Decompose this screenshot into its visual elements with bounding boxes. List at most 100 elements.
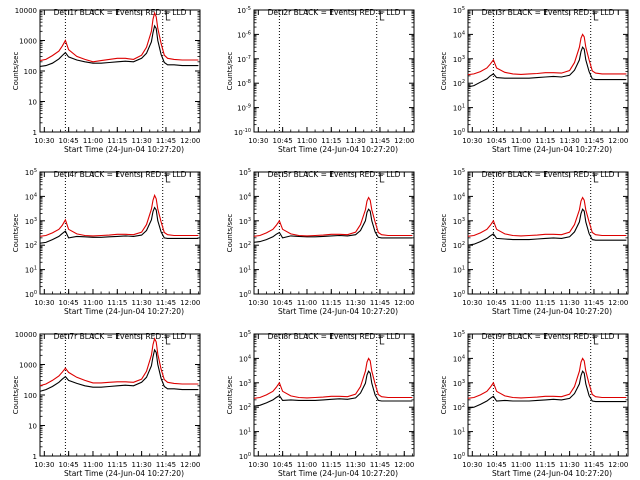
- y-tick-label: 104: [453, 354, 465, 363]
- chart-title: Det 9r BLACK = Events, RED = LLD: [482, 332, 615, 341]
- plot-frame: [467, 9, 629, 133]
- panel-det-9r: Det 9r BLACK = Events, RED = LLD 100 101 10…: [440, 330, 629, 478]
- x-tick-label: 11:15: [321, 137, 341, 145]
- y-tick-label: 100: [239, 290, 251, 299]
- y-tick-label: 1: [33, 129, 37, 137]
- y-tick-label: 105: [453, 330, 465, 339]
- plot-frame: [253, 9, 415, 133]
- x-tick-label: 10:30: [34, 137, 54, 145]
- x-tick-label: 11:30: [346, 461, 366, 469]
- x-tick-label: 10:30: [462, 137, 482, 145]
- x-axis-label: Start Time (24-Jun-04 10:27:20): [64, 307, 184, 316]
- y-tick-label: 101: [25, 266, 37, 275]
- x-tick-label: 10:45: [59, 299, 79, 307]
- y-tick-label: 1000: [19, 38, 37, 46]
- y-tick-label: 100: [453, 128, 465, 137]
- x-tick-label: 12:00: [608, 137, 628, 145]
- x-tick-label: 11:30: [346, 299, 366, 307]
- chart-title: Det 8r BLACK = Events, RED = LLD: [268, 332, 401, 341]
- x-axis-label: Start Time (24-Jun-04 10:27:20): [64, 145, 184, 154]
- x-axis-label: Start Time (24-Jun-04 10:27:20): [278, 145, 398, 154]
- y-tick-label: 103: [453, 379, 465, 388]
- series-line-lld: [40, 193, 199, 237]
- panel-det-4r: Det 4r BLACK = Events, RED = LLD 100 101 10…: [12, 168, 201, 316]
- y-tick-label: 10-9: [237, 104, 251, 113]
- x-tick-label: 10:45: [487, 299, 507, 307]
- bracket-marker: [593, 173, 599, 183]
- y-axis-label: Counts/sec: [12, 376, 20, 415]
- y-tick-label: 1: [33, 453, 37, 461]
- x-tick-label: 11:45: [370, 299, 390, 307]
- plot-frame: [467, 333, 629, 457]
- chart-title: Det 1r BLACK = Events, RED = LLD: [54, 8, 187, 17]
- x-tick-label: 11:15: [321, 299, 341, 307]
- y-tick-label: 10000: [15, 7, 37, 15]
- y-axis-label: Counts/sec: [440, 214, 448, 253]
- x-tick-label: 11:30: [346, 137, 366, 145]
- x-tick-label: 12:00: [394, 461, 414, 469]
- x-tick-label: 11:30: [132, 137, 152, 145]
- x-tick-label: 10:45: [273, 461, 293, 469]
- series-line-events: [254, 370, 413, 407]
- bracket-marker: [379, 11, 385, 21]
- x-tick-label: 11:00: [297, 299, 317, 307]
- series-line-lld: [40, 337, 199, 387]
- series-line-events: [254, 208, 413, 243]
- series-line-events: [40, 348, 199, 392]
- y-axis-label: Counts/sec: [226, 52, 234, 91]
- plot-frame: [39, 333, 201, 457]
- y-tick-label: 100: [239, 452, 251, 461]
- y-axis-label: Counts/sec: [12, 52, 20, 91]
- x-axis-label: Start Time (24-Jun-04 10:27:20): [492, 469, 612, 478]
- chart-title: Det 3r BLACK = Events, RED = LLD: [482, 8, 615, 17]
- x-tick-label: 11:30: [132, 299, 152, 307]
- x-tick-label: 11:00: [83, 299, 103, 307]
- series-line-events: [40, 24, 199, 67]
- x-tick-label: 11:45: [370, 461, 390, 469]
- x-tick-label: 11:30: [560, 137, 580, 145]
- plot-frame: [253, 171, 415, 295]
- chart-title: Det 5r BLACK = Events, RED = LLD: [268, 170, 401, 179]
- bracket-marker: [593, 11, 599, 21]
- x-tick-label: 12:00: [608, 461, 628, 469]
- x-tick-label: 11:45: [156, 137, 176, 145]
- y-tick-label: 100: [24, 392, 37, 400]
- x-tick-label: 11:45: [584, 299, 604, 307]
- panel-det-6r: Det 6r BLACK = Events, RED = LLD 100 101 10…: [440, 168, 629, 316]
- x-tick-label: 11:30: [560, 299, 580, 307]
- y-tick-label: 10-8: [237, 79, 251, 88]
- x-tick-label: 10:30: [34, 461, 54, 469]
- panel-det-7r: Det 7r BLACK = Events, RED = LLD 1 10 100 10…: [12, 331, 201, 478]
- y-tick-label: 102: [453, 241, 465, 250]
- y-tick-label: 103: [453, 217, 465, 226]
- plot-frame: [39, 171, 201, 295]
- x-axis-label: Start Time (24-Jun-04 10:27:20): [278, 307, 398, 316]
- x-tick-label: 11:45: [584, 461, 604, 469]
- y-tick-label: 100: [453, 290, 465, 299]
- plot-frame: [39, 9, 201, 133]
- x-tick-label: 11:00: [297, 137, 317, 145]
- chart-title: Det 6r BLACK = Events, RED = LLD: [482, 170, 615, 179]
- y-tick-label: 102: [239, 403, 251, 412]
- y-tick-label: 102: [453, 403, 465, 412]
- y-tick-label: 105: [239, 168, 251, 177]
- y-tick-label: 101: [239, 266, 251, 275]
- y-tick-label: 104: [25, 192, 37, 201]
- x-tick-label: 10:30: [248, 461, 268, 469]
- y-tick-label: 105: [25, 168, 37, 177]
- x-tick-label: 11:15: [535, 299, 555, 307]
- x-tick-label: 10:45: [487, 461, 507, 469]
- x-tick-label: 10:45: [59, 461, 79, 469]
- series-line-events: [468, 46, 627, 88]
- y-tick-label: 10000: [15, 331, 37, 339]
- y-tick-label: 105: [453, 6, 465, 15]
- plot-frame: [467, 171, 629, 295]
- x-tick-label: 11:15: [107, 461, 127, 469]
- x-axis-label: Start Time (24-Jun-04 10:27:20): [278, 469, 398, 478]
- x-tick-label: 12:00: [394, 137, 414, 145]
- x-tick-label: 11:15: [107, 299, 127, 307]
- x-tick-label: 12:00: [394, 299, 414, 307]
- panel-det-1r: Det 1r BLACK = Events, RED = LLD 1 10 100 10…: [12, 7, 201, 154]
- x-tick-label: 11:45: [370, 137, 390, 145]
- x-tick-label: 12:00: [180, 461, 200, 469]
